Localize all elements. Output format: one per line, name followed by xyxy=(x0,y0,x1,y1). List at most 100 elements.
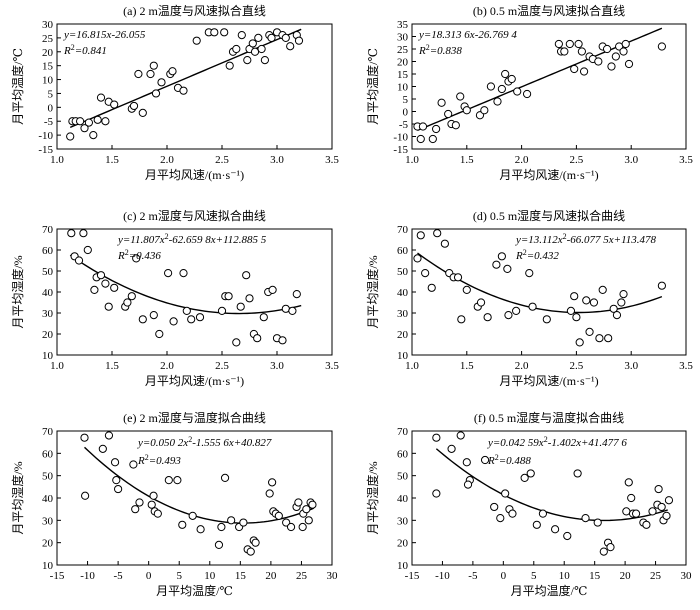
data-point xyxy=(90,285,99,294)
data-point xyxy=(96,271,106,280)
x-tick-label: 3.5 xyxy=(325,360,339,372)
data-point xyxy=(611,52,620,61)
data-point xyxy=(227,516,236,525)
data-point xyxy=(574,39,583,49)
y-tick-label: 40 xyxy=(397,287,409,299)
data-point xyxy=(151,89,161,98)
x-tick-label: 0 xyxy=(501,570,507,582)
y-axis-label: 月平均湿度/% xyxy=(365,255,380,328)
plot-frame xyxy=(411,228,687,356)
data-point xyxy=(440,239,449,248)
y-tick-label: 20 xyxy=(42,329,54,341)
data-point xyxy=(496,514,505,523)
data-point xyxy=(627,493,636,503)
data-point xyxy=(456,431,465,440)
data-point xyxy=(657,281,666,290)
data-point xyxy=(232,338,241,347)
x-tick-label: 2.0 xyxy=(160,154,174,166)
data-point xyxy=(642,520,651,529)
data-point xyxy=(437,98,446,107)
data-point xyxy=(164,476,173,485)
data-point xyxy=(242,271,251,280)
data-point xyxy=(101,117,110,126)
data-point xyxy=(129,101,139,111)
panel-title: (e) 2 m湿度与温度拟合曲线 xyxy=(123,410,266,425)
data-point xyxy=(96,93,106,102)
data-point xyxy=(599,547,608,556)
y-axis-label: 月平均湿度/% xyxy=(10,461,25,534)
data-point xyxy=(428,134,437,144)
y-axis-label: 月平均温度/℃ xyxy=(365,48,380,125)
data-point xyxy=(286,42,295,51)
data-point xyxy=(480,106,489,115)
data-point xyxy=(504,311,513,320)
data-point xyxy=(462,458,471,467)
x-tick-label: 2.5 xyxy=(215,360,229,372)
data-point xyxy=(497,84,506,94)
y-tick-label: 10 xyxy=(397,82,409,94)
data-point xyxy=(195,313,205,322)
y-tick-label: 10 xyxy=(397,560,409,572)
x-tick-label: 1.0 xyxy=(405,154,419,166)
data-point xyxy=(602,44,612,54)
data-point xyxy=(138,315,147,324)
data-point xyxy=(110,283,119,292)
x-axis-label: 月平均风速/(m·s⁻¹) xyxy=(145,168,244,182)
x-tick-label: 2.0 xyxy=(515,154,529,166)
y-tick-label: -15 xyxy=(393,144,408,156)
data-point xyxy=(453,273,463,282)
x-axis-label: 月平均温度/℃ xyxy=(511,583,588,598)
data-point xyxy=(654,484,663,494)
data-point xyxy=(236,302,245,311)
data-point xyxy=(413,254,422,263)
data-point xyxy=(554,39,563,49)
x-tick-label: -10 xyxy=(435,570,450,582)
data-point xyxy=(631,509,641,518)
data-point xyxy=(513,87,522,96)
data-point xyxy=(232,44,241,54)
y-tick-label: 60 xyxy=(397,245,409,257)
y-tick-label: 30 xyxy=(42,308,54,320)
data-point xyxy=(257,44,266,54)
y-tick-label: 40 xyxy=(42,287,54,299)
fit-equation: y=18.313 6x-26.769 4 xyxy=(418,29,517,41)
data-point xyxy=(173,476,182,485)
data-point xyxy=(538,509,548,518)
fit-equation: y=0.042 59x2-1.402x+41.477 6 xyxy=(487,435,627,450)
data-point xyxy=(657,502,666,512)
y-tick-label: 20 xyxy=(42,538,54,550)
y-tick-label: 40 xyxy=(397,493,409,505)
y-tick-label: 70 xyxy=(397,224,409,236)
y-tick-label: 50 xyxy=(42,471,54,483)
data-point xyxy=(619,47,628,56)
x-axis-label: 月平均风速/(m·s⁻¹) xyxy=(499,168,598,182)
data-point xyxy=(149,61,158,70)
x-tick-label: 2.5 xyxy=(570,360,584,372)
data-point xyxy=(260,56,269,65)
r-squared-label: R2=0.436 xyxy=(117,248,161,263)
data-point xyxy=(79,229,88,238)
data-point xyxy=(589,298,599,307)
x-tick-label: 10 xyxy=(559,570,571,582)
data-point xyxy=(292,290,301,299)
data-point xyxy=(153,509,162,518)
data-point xyxy=(98,444,107,453)
data-point xyxy=(217,306,227,315)
data-point xyxy=(432,433,441,442)
y-tick-label: 15 xyxy=(397,69,409,81)
y-tick-label: 30 xyxy=(397,515,409,527)
data-point xyxy=(525,269,534,278)
x-tick-label: 20 xyxy=(265,570,277,582)
data-point xyxy=(169,317,178,326)
data-point xyxy=(210,28,219,37)
data-point xyxy=(607,62,616,71)
data-point xyxy=(560,47,569,56)
data-point xyxy=(225,61,234,70)
data-point xyxy=(138,108,147,117)
y-tick-label: -15 xyxy=(38,144,53,156)
data-point xyxy=(196,525,205,534)
data-point xyxy=(566,306,576,315)
data-point xyxy=(456,92,465,101)
y-axis-label: 月平均湿度/% xyxy=(10,255,25,328)
